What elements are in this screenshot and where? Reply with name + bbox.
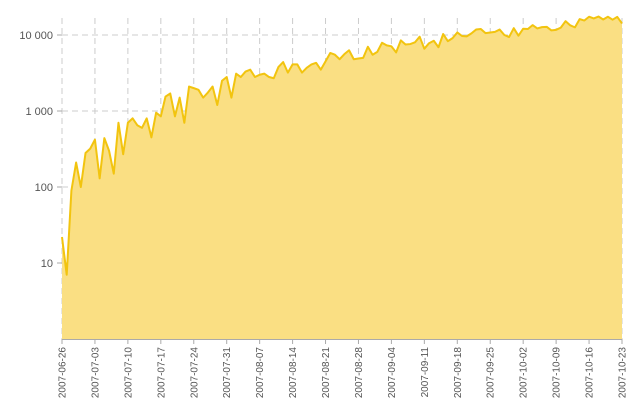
y-tick-label: 10 000 bbox=[19, 30, 53, 42]
y-tick-label: 10 bbox=[41, 258, 53, 270]
x-tick-label: 2007-09-25 bbox=[486, 347, 497, 399]
x-tick-label: 2007-08-21 bbox=[321, 347, 332, 399]
series-line bbox=[61, 15, 623, 276]
x-tick-label: 2007-07-17 bbox=[156, 347, 167, 399]
x-tick-label: 2007-06-26 bbox=[58, 347, 69, 399]
y-tick-label: 100 bbox=[35, 182, 53, 194]
y-axis-ticks: 10 100 1 000 10 000 bbox=[19, 30, 62, 270]
x-tick-label: 2007-10-16 bbox=[585, 347, 596, 399]
series-area-fill bbox=[62, 16, 622, 340]
x-tick-label: 2007-09-18 bbox=[453, 347, 464, 399]
x-tick-label: 2007-09-11 bbox=[420, 347, 431, 398]
y-tick-label: 1 000 bbox=[25, 106, 53, 118]
x-axis-ticks: 2007-06-26 2007-07-03 2007-07-10 2007-07-17… bbox=[58, 339, 629, 398]
x-tick-label: 2007-07-31 bbox=[222, 347, 233, 399]
x-tick-label: 2007-07-10 bbox=[123, 347, 134, 399]
x-tick-label: 2007-10-09 bbox=[552, 347, 563, 399]
x-tick-label: 2007-07-03 bbox=[90, 347, 101, 399]
x-tick-label: 2007-08-14 bbox=[288, 347, 299, 399]
x-tick-label: 2007-08-07 bbox=[255, 347, 266, 399]
x-tick-label: 2007-09-04 bbox=[387, 347, 398, 399]
x-tick-label: 2007-07-24 bbox=[189, 347, 200, 399]
x-tick-label: 2007-08-28 bbox=[354, 347, 365, 399]
x-tick-label: 2007-10-23 bbox=[618, 347, 629, 399]
x-tick-label: 2007-10-02 bbox=[519, 347, 530, 399]
